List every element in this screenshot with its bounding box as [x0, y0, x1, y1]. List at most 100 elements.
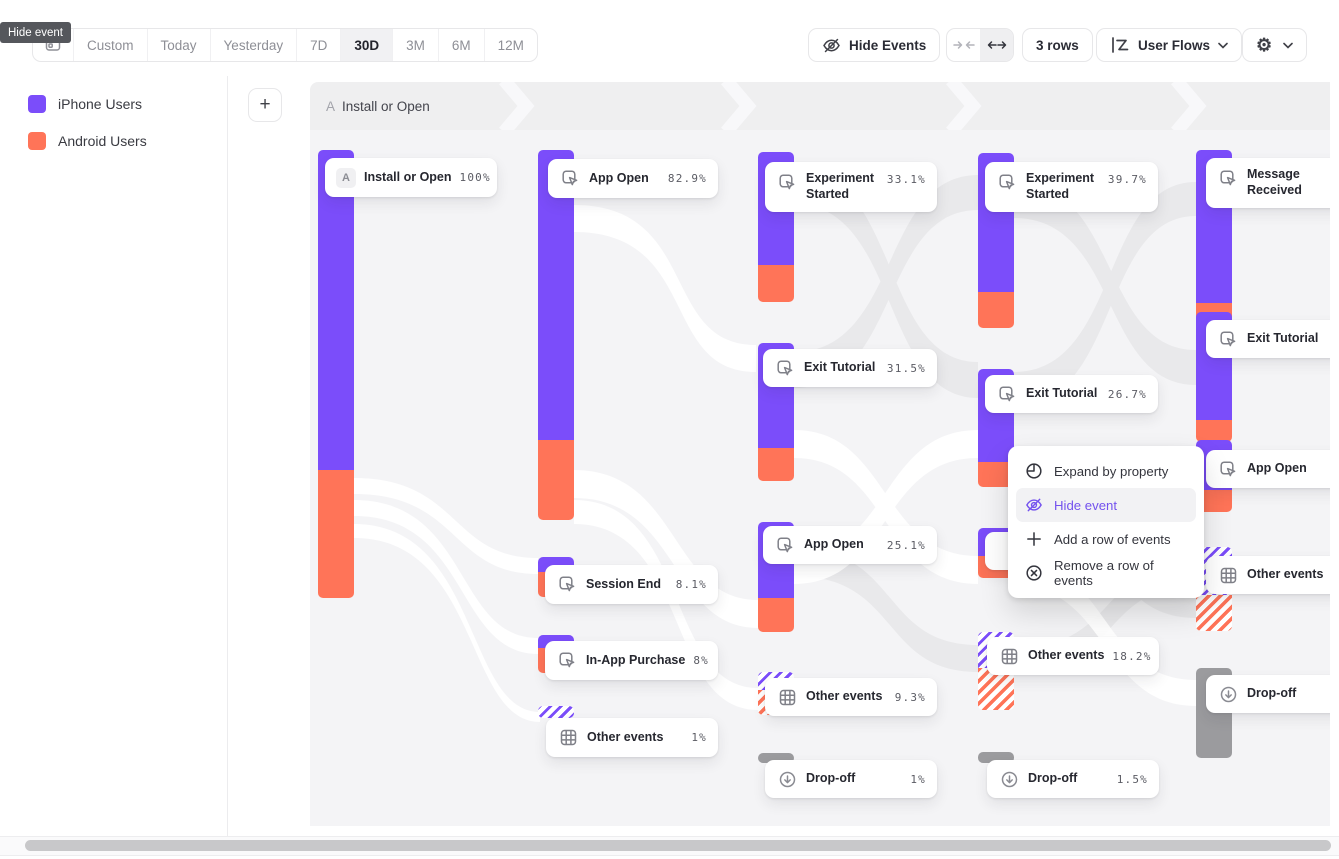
- menu-item-remove-row[interactable]: Remove a row of events: [1016, 556, 1196, 590]
- expand-columns-button[interactable]: [980, 29, 1013, 61]
- date-range-30d[interactable]: 30D: [341, 29, 394, 61]
- pointer-event-icon: [996, 171, 1018, 193]
- date-range-7d[interactable]: 7D: [297, 29, 342, 61]
- event-percentage: 8.1%: [675, 578, 707, 591]
- event-title: Other events: [587, 729, 664, 744]
- event-percentage: 1%: [910, 772, 926, 786]
- event-card-app-open[interactable]: App Open: [1206, 450, 1330, 488]
- settings-dropdown[interactable]: ⚙: [1242, 28, 1308, 62]
- event-card-app-open[interactable]: App Open 82.9%: [548, 159, 718, 198]
- menu-item-hide-event[interactable]: Hide event: [1016, 488, 1196, 522]
- event-title: App Open: [1247, 461, 1307, 476]
- pointer-event-icon: [1217, 328, 1239, 350]
- flow-bar-drop-off[interactable]: [978, 752, 1014, 763]
- flow-canvas: A Install or Open: [310, 82, 1330, 826]
- bar-segment-orange-hatch: [1196, 595, 1232, 631]
- grid-icon: [557, 727, 579, 749]
- event-card-experiment-started[interactable]: Experiment Started 33.1%: [765, 162, 937, 212]
- event-percentage: 1.5%: [1116, 772, 1148, 786]
- collapse-expand-toggle: [946, 28, 1014, 62]
- event-card-exit-tutorial[interactable]: Exit Tutorial: [1206, 320, 1330, 358]
- event-card-in-app-purchase[interactable]: In-App Purchase 8%: [545, 641, 718, 680]
- event-card-session-end[interactable]: Session End 8.1%: [545, 565, 718, 604]
- grid-icon: [776, 686, 798, 708]
- bar-segment-purple-hatch: [538, 706, 574, 718]
- flow-bar-app-open[interactable]: [538, 150, 574, 520]
- hide-events-button[interactable]: Hide Events: [808, 28, 941, 62]
- pointer-event-icon: [1217, 458, 1239, 480]
- flow-bar-other-events[interactable]: [538, 706, 574, 718]
- bar-segment-orange: [318, 470, 354, 598]
- step-label: Install or Open: [342, 98, 430, 114]
- panel-divider: [227, 76, 228, 836]
- horizontal-scrollbar-thumb[interactable]: [25, 840, 1331, 851]
- event-title: App Open: [804, 537, 864, 552]
- event-card-drop-off[interactable]: Drop-off 1.5%: [987, 760, 1159, 798]
- event-card-install-or-open[interactable]: A Install or Open 100%: [325, 158, 497, 197]
- event-title: Exit Tutorial: [1247, 331, 1319, 346]
- menu-item-expand-by-property[interactable]: Expand by property: [1016, 454, 1196, 488]
- pointer-event-icon: [774, 534, 796, 556]
- event-title: Drop-off: [806, 771, 856, 786]
- date-range-custom[interactable]: Custom: [74, 29, 148, 61]
- menu-item-label: Add a row of events: [1054, 531, 1171, 547]
- legend-label: iPhone Users: [58, 96, 143, 112]
- event-percentage: 31.5%: [886, 361, 926, 375]
- menu-item-label: Hide event: [1054, 497, 1118, 513]
- event-letter-badge: A: [336, 167, 356, 188]
- event-percentage: 9.3%: [894, 690, 926, 704]
- legend-item-android-users[interactable]: Android Users: [28, 132, 147, 150]
- menu-item-label: Expand by property: [1054, 463, 1169, 479]
- pointer-event-icon: [776, 171, 798, 193]
- bar-segment-orange-hatch: [978, 668, 1014, 710]
- date-range-selector: Custom Today Yesterday 7D 30D 3M 6M 12M: [32, 28, 538, 62]
- flow-bar-install-or-open[interactable]: [318, 150, 354, 598]
- plus-icon: +: [259, 94, 271, 115]
- iphone-users-swatch: [28, 95, 46, 113]
- menu-item-label: Remove a row of events: [1054, 558, 1154, 588]
- event-card-exit-tutorial[interactable]: Exit Tutorial 26.7%: [985, 375, 1158, 413]
- menu-item-add-row[interactable]: Add a row of events: [1016, 522, 1196, 556]
- chart-type-dropdown[interactable]: User Flows: [1096, 28, 1243, 62]
- event-card-other-events[interactable]: Other events 9.3%: [765, 678, 937, 716]
- pointer-event-icon: [996, 383, 1018, 405]
- plus-icon: [1025, 530, 1043, 548]
- bar-segment-orange: [758, 598, 794, 632]
- bar-segment-gray: [758, 753, 794, 763]
- rows-count-button[interactable]: 3 rows: [1022, 28, 1093, 62]
- chevron-down-icon: [1218, 42, 1228, 49]
- collapse-columns-button[interactable]: [947, 29, 980, 61]
- remove-row-icon: [1025, 564, 1043, 582]
- event-card-other-events[interactable]: Other events 1%: [546, 718, 718, 757]
- date-range-3m[interactable]: 3M: [393, 29, 439, 61]
- gear-icon: ⚙: [1256, 35, 1273, 55]
- event-card-experiment-started[interactable]: Experiment Started 39.7%: [985, 162, 1158, 212]
- event-title: Drop-off: [1247, 686, 1297, 701]
- event-title: App Open: [589, 170, 649, 185]
- event-card-message-received[interactable]: Message Received: [1206, 158, 1330, 208]
- event-card-drop-off[interactable]: Drop-off 1%: [765, 760, 937, 798]
- pointer-event-icon: [774, 357, 796, 379]
- add-step-button[interactable]: +: [248, 88, 282, 122]
- step-letter-badge: A: [326, 98, 336, 114]
- date-range-yesterday[interactable]: Yesterday: [211, 29, 298, 61]
- event-title: Drop-off: [1028, 771, 1078, 786]
- flow-bar-drop-off[interactable]: [758, 753, 794, 763]
- event-card-exit-tutorial[interactable]: Exit Tutorial 31.5%: [763, 349, 937, 387]
- user-flows-chart-icon: [1110, 36, 1130, 54]
- bar-segment-gray: [978, 752, 1014, 763]
- event-title: Other events: [1247, 567, 1324, 582]
- event-title: Experiment Started: [1026, 171, 1095, 201]
- date-range-12m[interactable]: 12M: [497, 37, 524, 53]
- date-range-today[interactable]: Today: [148, 29, 211, 61]
- event-card-other-events[interactable]: Other events 18.2%: [987, 637, 1159, 675]
- event-card-other-events[interactable]: Other events: [1206, 556, 1330, 594]
- drop-off-icon: [1217, 683, 1239, 705]
- path-step-install-or-open[interactable]: A Install or Open: [326, 82, 430, 130]
- event-card-app-open[interactable]: App Open 25.1%: [763, 526, 937, 564]
- bar-segment-orange: [1196, 420, 1232, 442]
- eye-off-icon: [822, 36, 841, 55]
- event-card-drop-off[interactable]: Drop-off: [1206, 675, 1330, 713]
- legend-item-iphone-users[interactable]: iPhone Users: [28, 95, 147, 113]
- date-range-6m[interactable]: 6M: [439, 29, 485, 61]
